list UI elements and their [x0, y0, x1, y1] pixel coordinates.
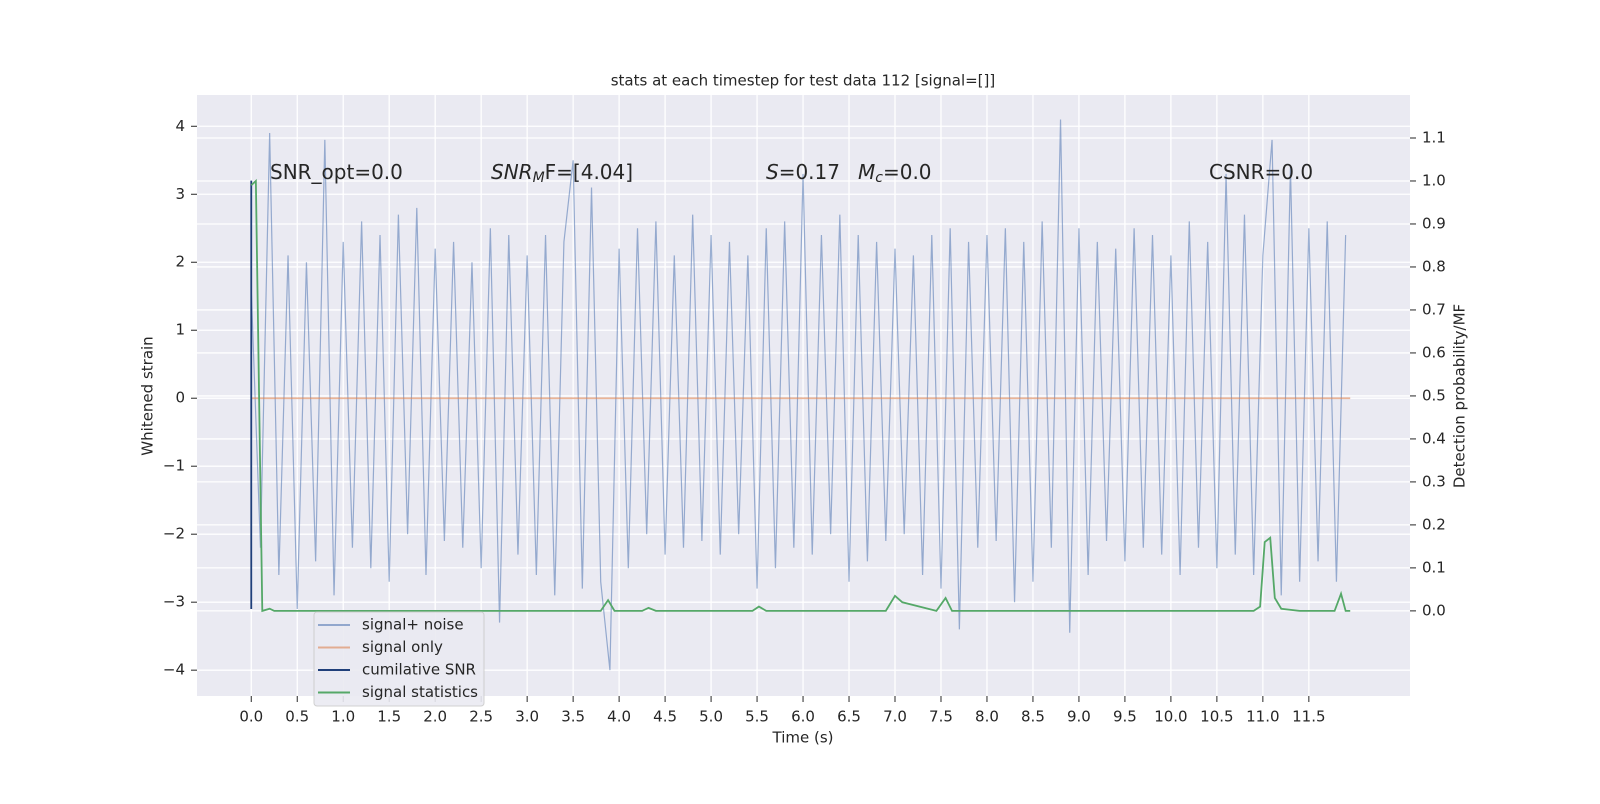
y-tick-label: −1: [163, 457, 185, 475]
y2-tick-label: 0.2: [1422, 515, 1446, 533]
annotation-sub: M: [533, 170, 545, 186]
x-tick-label: 11.0: [1246, 708, 1279, 726]
y2-tick-label: 0.5: [1422, 386, 1446, 404]
annotation: Mc=0.0: [858, 160, 932, 187]
annotation-italic: M: [858, 160, 875, 184]
y-axis-label: Whitened strain: [139, 336, 157, 455]
x-tick-label: 2.5: [469, 708, 493, 726]
x-tick-label: 9.5: [1113, 708, 1137, 726]
annotation-italic: SNR: [491, 160, 533, 184]
y-tick-label: 0: [175, 389, 185, 407]
y2-axis-label: Detection probability/MF: [1451, 304, 1469, 488]
y-tick-label: 2: [175, 253, 185, 271]
annotation: CSNR=0.0: [1209, 160, 1313, 184]
axes: 0.0 0.5 1.0 1.5 2.0 2.5 3.0 3.5 4.0 4.5 5.0 5.5 6.0 6…: [163, 117, 1446, 726]
x-tick-label: 1.0: [331, 708, 355, 726]
x-tick-label: 7.5: [929, 708, 953, 726]
y2-tick-label: 0.3: [1422, 472, 1446, 490]
y2-tick-label: 0.8: [1422, 257, 1446, 275]
legend-box: [313, 611, 485, 707]
annotation: SNR_opt=0.0: [270, 160, 403, 184]
annotation-text: SNR_opt=0.0: [270, 160, 403, 184]
x-axis-label: Time (s): [772, 729, 834, 747]
y2-tick-label: 0.1: [1422, 558, 1446, 576]
y-tick-label: −3: [163, 593, 185, 611]
y2-tick-label: 0.7: [1422, 300, 1446, 318]
annotation-italic: S: [766, 160, 779, 184]
x-tick-label: 8.5: [1021, 708, 1045, 726]
x-tick-label: 3.0: [515, 708, 539, 726]
x-tick-label: 7.0: [883, 708, 907, 726]
y2-tick-label: 1.0: [1422, 171, 1446, 189]
y2-tick-label: 0.0: [1422, 601, 1446, 619]
y2-tick-label: 1.1: [1422, 128, 1446, 146]
x-tick-label: 10.0: [1154, 708, 1187, 726]
series-line: [250, 178, 1351, 613]
annotation-text: =0.0: [883, 160, 932, 184]
x-tick-label: 0.0: [239, 708, 263, 726]
x-tick-label: 11.5: [1292, 708, 1325, 726]
y-tick-label: −2: [163, 525, 185, 543]
legend-label: signal statistics: [362, 683, 478, 701]
annotation-sub: c: [875, 170, 883, 186]
annotation: S=0.17: [766, 160, 840, 184]
x-tick-label: 6.5: [837, 708, 861, 726]
series-line: [250, 119, 1347, 671]
x-tick-label: 10.5: [1200, 708, 1233, 726]
legend-label: signal+ noise: [362, 616, 464, 634]
legend-label: cumilative SNR: [362, 661, 476, 679]
legend-label: signal only: [362, 638, 443, 656]
x-tick-label: 5.0: [699, 708, 723, 726]
x-tick-label: 2.0: [423, 708, 447, 726]
y2-tick-label: 0.9: [1422, 214, 1446, 232]
lines: [250, 119, 1351, 671]
annotation-text: =0.17: [779, 160, 840, 184]
annotation-text: F=[4.04]: [545, 160, 633, 184]
y-tick-label: 3: [175, 185, 185, 203]
x-tick-label: 4.0: [607, 708, 631, 726]
y-tick-label: −4: [163, 661, 185, 679]
y2-tick-label: 0.4: [1422, 429, 1446, 447]
x-tick-label: 4.5: [653, 708, 677, 726]
y-tick-label: 4: [175, 117, 185, 135]
x-tick-label: 8.0: [975, 708, 999, 726]
legend: signal+ noise signal only cumilative SNR si…: [313, 611, 485, 707]
x-tick-label: 5.5: [745, 708, 769, 726]
chart-title: stats at each timestep for test data 112…: [611, 72, 996, 90]
annotation-text: CSNR=0.0: [1209, 160, 1313, 184]
annotation: SNRMF=[4.04]: [491, 160, 633, 187]
x-tick-label: 3.5: [561, 708, 585, 726]
x-tick-label: 9.0: [1067, 708, 1091, 726]
x-tick-label: 6.0: [791, 708, 815, 726]
x-tick-label: 0.5: [285, 708, 309, 726]
y2-tick-label: 0.6: [1422, 343, 1446, 361]
x-tick-label: 1.5: [377, 708, 401, 726]
y-tick-label: 1: [175, 321, 185, 339]
